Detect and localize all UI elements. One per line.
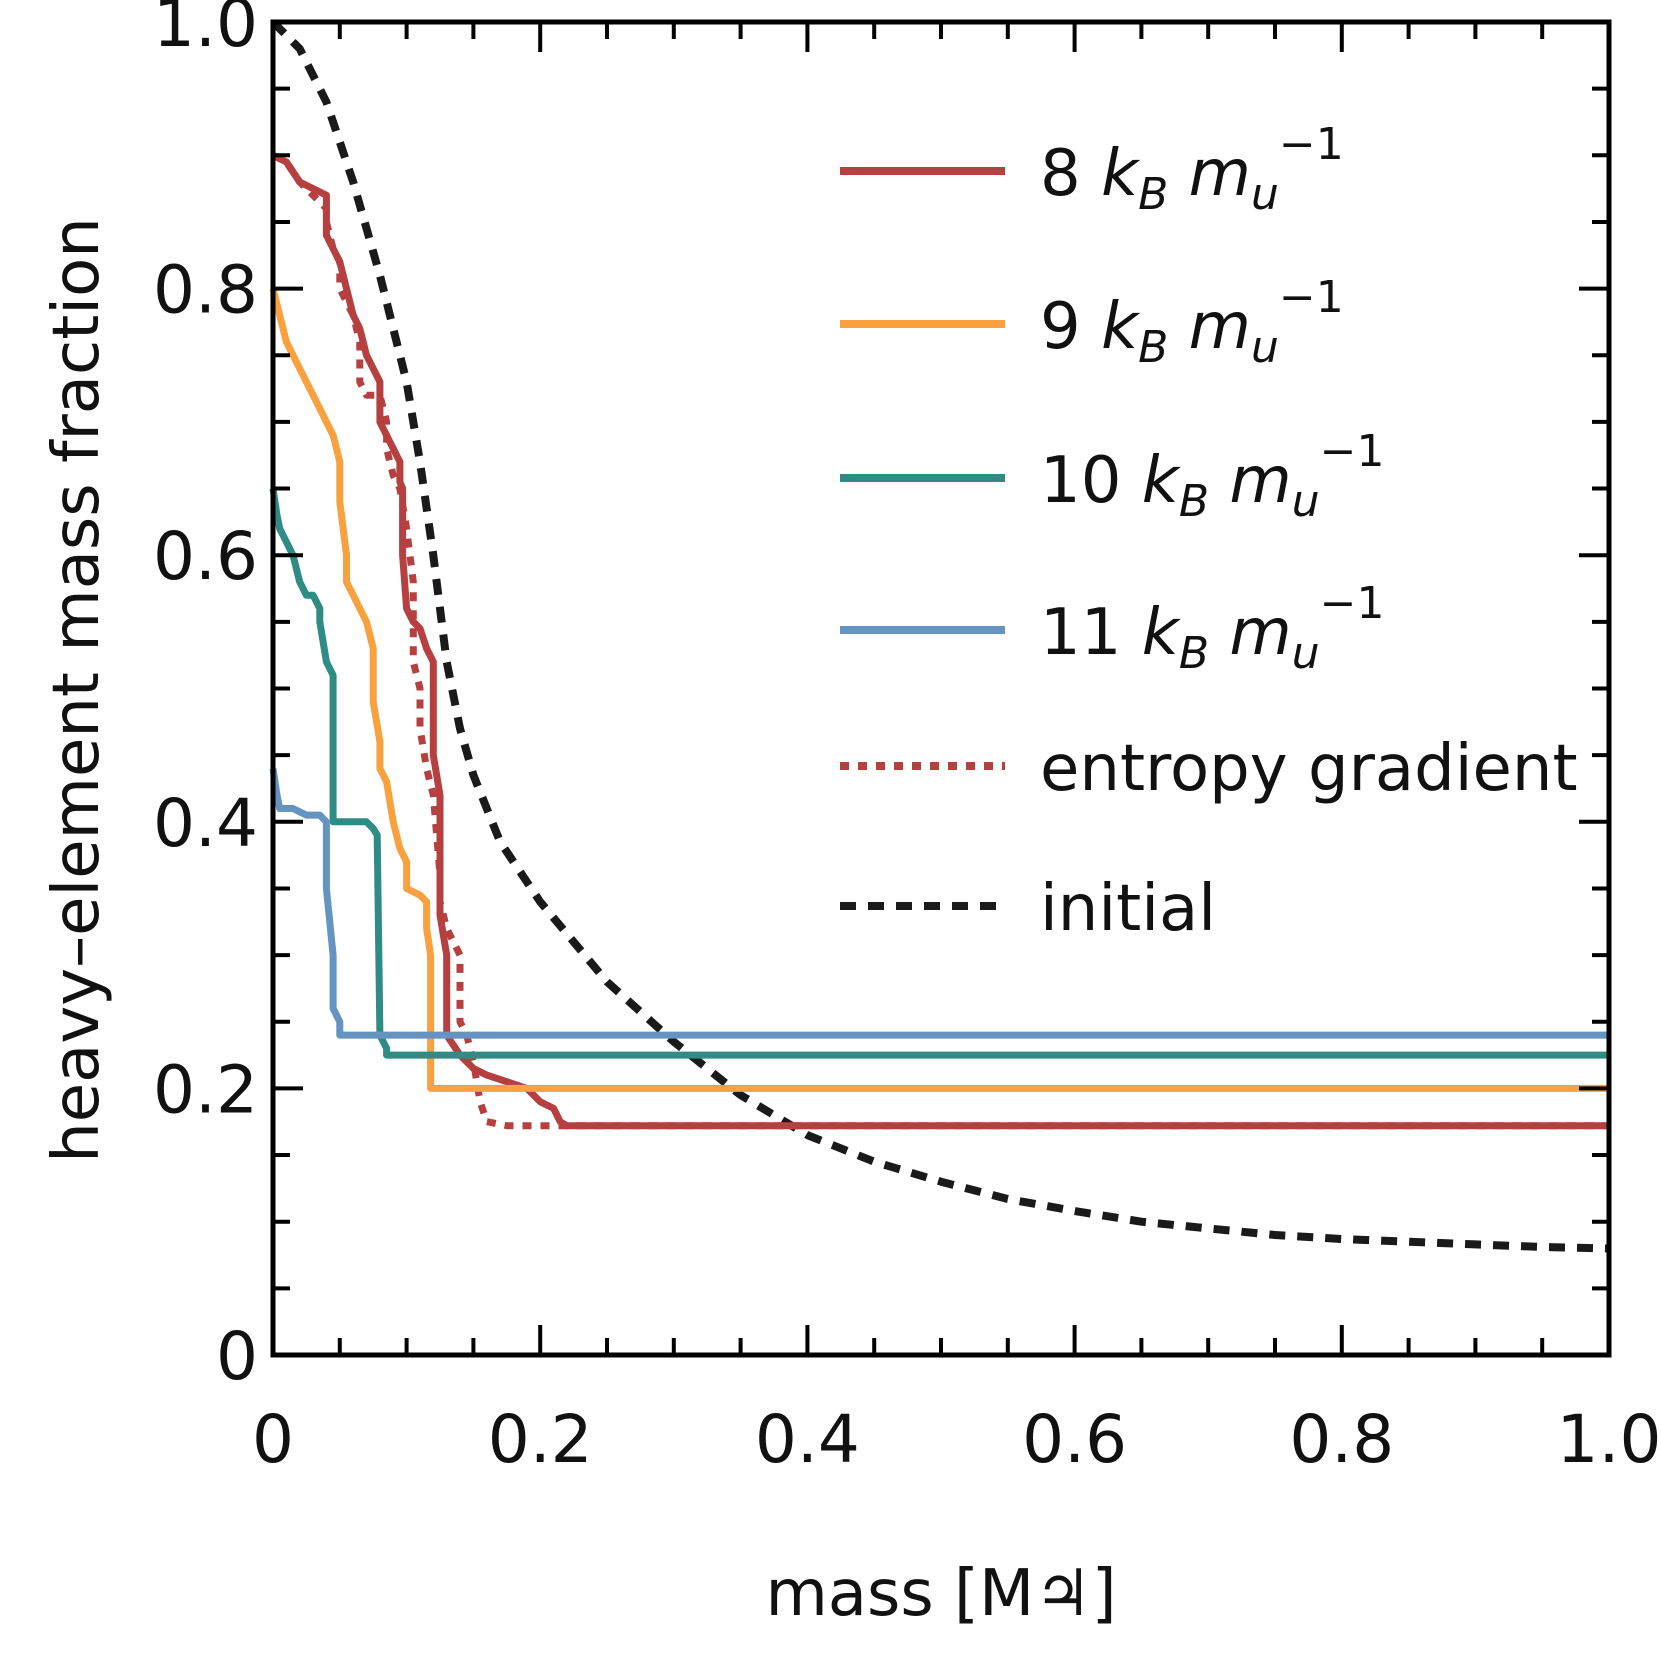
legend-entry-10-kb-mu-1: 10 kB mu−1 — [840, 426, 1384, 527]
plot-frame — [270, 19, 1612, 1358]
y-tick-label: 0.2 — [153, 1051, 258, 1128]
legend-label: 10 kB mu−1 — [1040, 426, 1384, 527]
legend-label: entropy gradient — [1040, 732, 1578, 806]
series-line-initial — [270, 19, 1610, 1253]
ticks-layer — [271, 20, 1611, 1357]
y-axis-title: heavy–element mass fraction — [40, 217, 114, 1163]
legend-entry-9-kb-mu-1: 9 kB mu−1 — [840, 272, 1344, 373]
legend-label: 9 kB mu−1 — [1040, 272, 1344, 373]
legend-label: 11 kB mu−1 — [1040, 578, 1384, 679]
series-line-9-kb-mu-1 — [269, 287, 1609, 1092]
tick-labels-layer: 0 0.2 0.4 0.6 0.8 1.0 0 0.2 0.4 0.6 0.8 1.0 — [153, 0, 1661, 1478]
x-tick-label: 0.2 — [488, 1401, 593, 1478]
legend-entry-8-kb-mu-1: 8 kB mu−1 — [840, 119, 1344, 220]
y-tick-label: 0.8 — [153, 252, 258, 329]
legend-entry-11-kb-mu-1: 11 kB mu−1 — [840, 578, 1384, 679]
x-tick-label: 0.4 — [755, 1401, 860, 1478]
x-tick-label: 0 — [252, 1401, 294, 1478]
legend-label: initial — [1040, 872, 1216, 946]
legend-entry-initial: initial — [840, 872, 1216, 946]
y-tick-label: 1.0 — [153, 0, 258, 62]
y-tick-label: 0.6 — [153, 518, 258, 595]
legend-entry-entropy-gradient: entropy gradient — [840, 732, 1578, 806]
x-tick-label: 1.0 — [1557, 1401, 1661, 1478]
series-layer — [269, 19, 1610, 1253]
series-line-10-kb-mu-1 — [269, 487, 1609, 1059]
series-line-8-kb-mu-1 — [271, 152, 1609, 1130]
y-tick-label: 0 — [216, 1318, 258, 1395]
legend-label: 8 kB mu−1 — [1040, 119, 1344, 220]
series-line-entropy-gradient — [271, 152, 1609, 1130]
y-tick-label: 0.4 — [153, 785, 258, 862]
series-line-11-kb-mu-1 — [269, 767, 1609, 1039]
x-axis-title: mass [M♃] — [765, 1557, 1116, 1631]
legend: 8 kB mu−1 9 kB mu−1 10 kB mu−1 11 kB mu−1 en… — [840, 119, 1578, 946]
x-tick-label: 0.8 — [1289, 1401, 1394, 1478]
x-tick-label: 0.6 — [1022, 1401, 1127, 1478]
